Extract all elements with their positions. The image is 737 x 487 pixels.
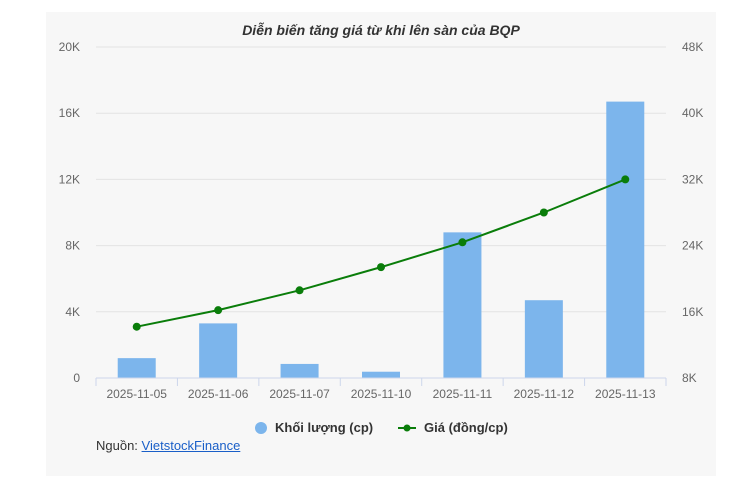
volume-bar[interactable] (117, 358, 156, 378)
y-right-tick-label: 8K (682, 371, 697, 385)
volume-bar[interactable] (443, 232, 482, 378)
y-left-tick-label: 20K (59, 40, 80, 54)
volume-bar[interactable] (606, 101, 645, 379)
y-right-tick-label: 48K (682, 40, 703, 54)
legend-price-marker (403, 424, 411, 432)
x-tick-label: 2025-11-12 (514, 387, 575, 401)
x-tick-label: 2025-11-07 (269, 387, 330, 401)
bar-layer (117, 101, 645, 379)
legend-volume-marker (255, 422, 267, 434)
price-point[interactable] (132, 322, 141, 331)
y-left-tick-label: 16K (59, 106, 80, 120)
y-right-tick-label: 40K (682, 106, 703, 120)
x-tick-label: 2025-11-06 (188, 387, 249, 401)
legend: Khối lượng (cp) Giá (đồng/cp) (255, 420, 508, 435)
grid-layer (96, 46, 666, 379)
legend-volume-label[interactable]: Khối lượng (cp) (275, 420, 373, 435)
legend-price-label[interactable]: Giá (đồng/cp) (424, 420, 508, 435)
x-tick-label: 2025-11-11 (433, 387, 493, 401)
axis-layer: 0 4K 8K 12K 16K 20K 8K 16K 24K 32K 40K 48K 2025-11-0… (59, 40, 704, 401)
volume-bar[interactable] (199, 323, 238, 378)
price-point[interactable] (539, 208, 548, 217)
chart-card (46, 12, 716, 476)
volume-bar[interactable] (362, 371, 400, 378)
x-tick-label: 2025-11-13 (595, 387, 656, 401)
y-left-tick-label: 12K (59, 172, 80, 186)
y-right-tick-label: 32K (682, 172, 703, 186)
price-point[interactable] (295, 286, 304, 295)
y-left-tick-label: 4K (65, 305, 80, 319)
y-right-tick-label: 16K (682, 305, 703, 319)
x-tick-label: 2025-11-10 (351, 387, 412, 401)
price-point[interactable] (621, 175, 630, 184)
price-point[interactable] (214, 306, 223, 315)
y-left-tick-label: 8K (65, 239, 80, 253)
y-left-tick-label: 0 (73, 371, 80, 385)
source-line: Nguồn: VietstockFinance (96, 438, 240, 453)
price-point[interactable] (458, 238, 467, 247)
volume-bar[interactable] (524, 300, 563, 378)
price-point[interactable] (377, 263, 385, 272)
x-tick-label: 2025-11-05 (106, 387, 167, 401)
chart-title: Diễn biến tăng giá từ khi lên sàn của BQ… (242, 22, 520, 38)
volume-bar[interactable] (280, 363, 319, 378)
source-link[interactable]: VietstockFinance (141, 438, 241, 453)
source-prefix: Nguồn: (96, 438, 138, 453)
y-right-tick-label: 24K (682, 239, 703, 253)
line-layer (132, 175, 630, 331)
